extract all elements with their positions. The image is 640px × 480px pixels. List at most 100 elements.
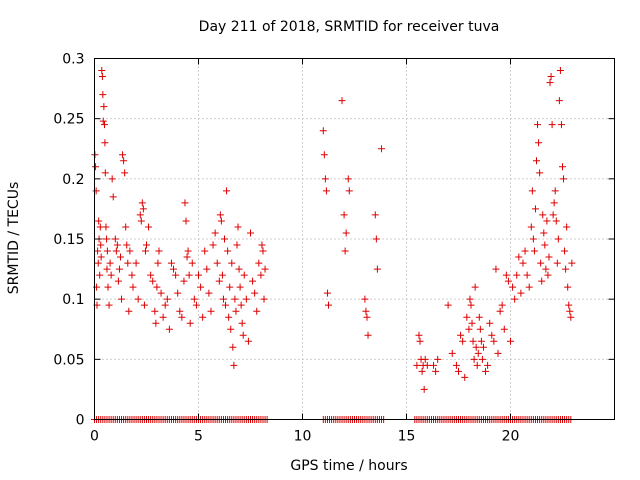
data-point [492, 265, 500, 273]
data-point [145, 223, 153, 231]
data-point [502, 271, 510, 279]
y-axis-label: SRMTID / TECUs [6, 182, 22, 295]
data-point [474, 349, 482, 357]
data-point [361, 295, 369, 303]
data-point [556, 67, 564, 75]
data-point [259, 247, 267, 255]
data-point [261, 265, 269, 273]
data-point [544, 271, 552, 279]
data-point [154, 259, 162, 267]
data-point [255, 259, 263, 267]
data-point [222, 301, 230, 309]
data-point [105, 301, 113, 309]
data-point [124, 259, 132, 267]
data-point [364, 331, 372, 339]
data-point [151, 307, 159, 315]
data-point [482, 367, 490, 375]
data-point [260, 295, 268, 303]
data-point [98, 67, 106, 75]
data-point [413, 361, 421, 369]
data-point [186, 319, 194, 327]
data-point [104, 283, 112, 291]
data-point [106, 259, 114, 267]
data-point [235, 265, 243, 273]
data-point [149, 277, 157, 285]
data-point [128, 271, 136, 279]
data-point [479, 343, 487, 351]
chart-title: Day 211 of 2018, SRMTID for receiver tuv… [199, 19, 500, 35]
data-point [521, 247, 529, 255]
data-point [107, 271, 115, 279]
data-point [423, 361, 431, 369]
data-point [519, 259, 527, 267]
data-point [498, 301, 506, 309]
data-point [540, 229, 548, 237]
data-point [188, 259, 196, 267]
data-point [207, 307, 215, 315]
data-point [471, 283, 479, 291]
data-point [554, 235, 562, 243]
data-point [567, 313, 575, 321]
data-point [500, 325, 508, 333]
data-point [225, 313, 233, 321]
data-point [488, 331, 496, 339]
data-point [237, 301, 245, 309]
data-point [345, 187, 353, 195]
data-point [184, 247, 192, 255]
data-point [119, 151, 127, 159]
data-point [99, 117, 107, 125]
data-point [559, 163, 566, 171]
data-point [136, 211, 144, 219]
data-point [213, 259, 221, 267]
data-point [530, 247, 538, 255]
data-point [542, 265, 550, 273]
data-point [534, 121, 542, 129]
data-point [342, 229, 350, 237]
x-tick-label: 20 [502, 429, 520, 445]
data-point [219, 295, 227, 303]
data-point [553, 259, 561, 267]
data-point [533, 157, 540, 165]
data-point [253, 307, 261, 315]
data-point [224, 247, 232, 255]
data-point [100, 103, 108, 111]
data-point [565, 301, 573, 309]
data-point [363, 313, 371, 321]
data-point [432, 367, 440, 375]
data-point [486, 319, 494, 327]
data-point [176, 307, 184, 315]
data-point [216, 211, 224, 219]
data-point [112, 247, 120, 255]
y-tick-label: 0.2 [62, 172, 84, 188]
data-point [140, 301, 148, 309]
y-tick-label: 0.25 [53, 112, 84, 128]
data-point [467, 301, 475, 309]
data-point [234, 223, 242, 231]
data-point [568, 259, 576, 267]
data-point [529, 235, 537, 243]
data-point [543, 217, 551, 225]
data-point [183, 253, 191, 261]
data-point [231, 295, 239, 303]
data-point [199, 313, 207, 321]
data-point [457, 331, 465, 339]
data-point [566, 307, 574, 315]
data-point [528, 187, 536, 195]
data-point [344, 175, 352, 183]
data-point [557, 121, 565, 129]
data-point [378, 145, 386, 153]
data-point [258, 241, 266, 249]
data-point [218, 271, 226, 279]
data-point [97, 253, 105, 261]
data-point [182, 217, 190, 225]
data-point [418, 367, 426, 375]
data-point [227, 325, 235, 333]
data-point [550, 199, 558, 207]
data-point [139, 205, 147, 213]
data-point [103, 235, 111, 243]
data-point [509, 283, 517, 291]
data-point [99, 91, 107, 99]
data-point [108, 175, 116, 183]
data-point [537, 259, 545, 267]
data-point [461, 373, 469, 381]
